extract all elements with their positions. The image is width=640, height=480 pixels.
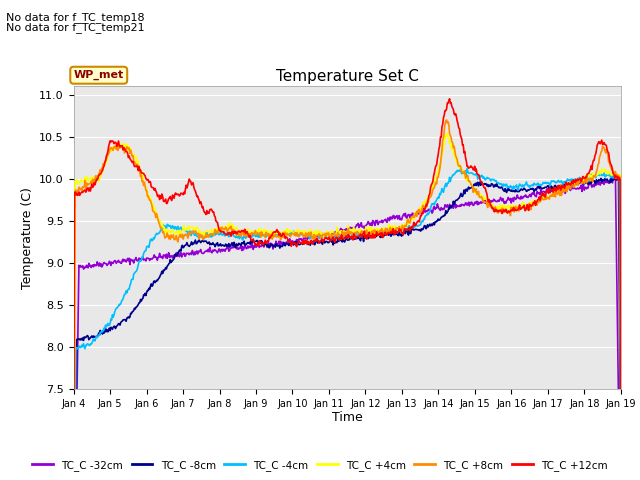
Title: Temperature Set C: Temperature Set C [276,69,419,84]
Text: No data for f_TC_temp21: No data for f_TC_temp21 [6,22,145,33]
Y-axis label: Temperature (C): Temperature (C) [20,187,34,288]
Text: WP_met: WP_met [74,70,124,80]
X-axis label: Time: Time [332,411,363,424]
Text: No data for f_TC_temp18: No data for f_TC_temp18 [6,12,145,23]
Legend: TC_C -32cm, TC_C -8cm, TC_C -4cm, TC_C +4cm, TC_C +8cm, TC_C +12cm: TC_C -32cm, TC_C -8cm, TC_C -4cm, TC_C +… [28,456,612,475]
